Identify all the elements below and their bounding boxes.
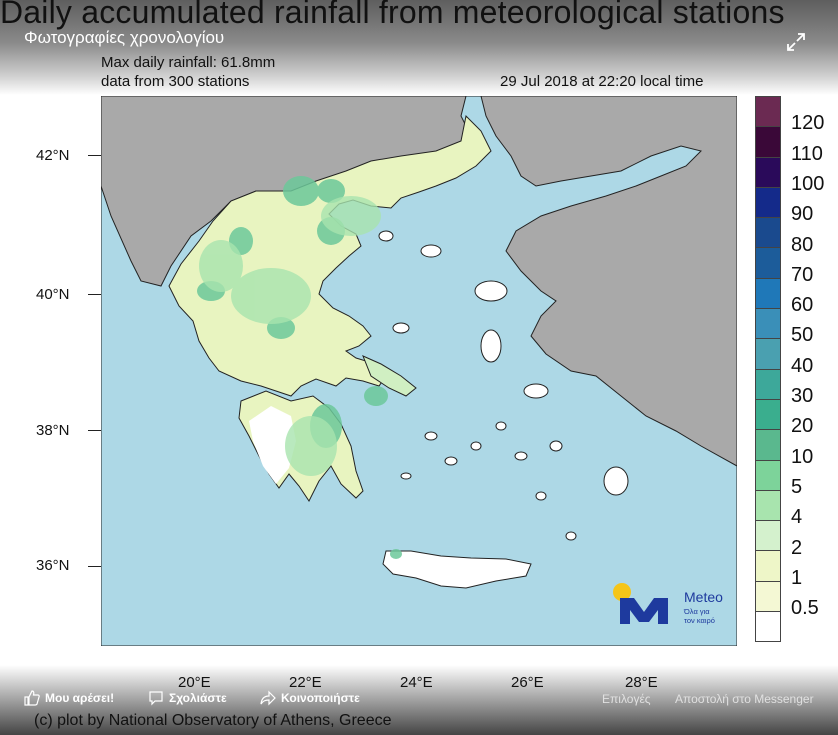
lon-label-20: 20°E (178, 674, 211, 691)
previous-photo-icon[interactable] (22, 355, 46, 391)
colorbar-label: 100 (791, 172, 825, 195)
anatolia-landmass (480, 96, 737, 467)
colorbar-label: 20 (791, 415, 814, 438)
lat-tick (88, 155, 101, 156)
colorbar-swatch (755, 521, 781, 552)
options-link[interactable]: Επιλογές (602, 692, 651, 706)
aegean-islands (378, 230, 629, 541)
colorbar-swatch (755, 339, 781, 370)
colorbar-label: 110 (791, 142, 823, 165)
colorbar-label: 5 (791, 475, 803, 498)
colorbar-swatch (755, 490, 781, 522)
album-title[interactable]: Φωτογραφίες χρονολογίου (24, 28, 225, 47)
colorbar-label: 1 (791, 566, 803, 589)
colorbar-label: 30 (791, 385, 814, 407)
colorbar-swatch (755, 127, 781, 158)
colorbar-label: 40 (791, 354, 814, 377)
bottom-gradient (0, 665, 838, 735)
colorbar-label: 90 (791, 203, 814, 226)
lon-label-22: 22°E (289, 674, 322, 691)
colorbar-swatch (755, 96, 781, 128)
colorbar-label: 10 (791, 445, 814, 468)
colorbar-swatch (755, 248, 781, 279)
logo-tagline-1: Όλα για (683, 607, 710, 616)
colorbar-label: 50 (791, 324, 814, 347)
lat-label-40: 40°N (36, 286, 70, 303)
colorbar-swatch (755, 399, 781, 431)
rainfall-map (101, 96, 737, 646)
top-gradient (0, 0, 838, 95)
share-icon (260, 690, 276, 706)
logo-name: Meteo (684, 589, 723, 605)
send-messenger-link[interactable]: Αποστολή στο Messenger (675, 692, 814, 706)
lat-tick (88, 566, 101, 567)
colorbar-swatch (755, 187, 781, 219)
credit-text: (c) plot by National Observatory of Athe… (34, 712, 392, 729)
colorbar-label: 2 (791, 536, 803, 559)
timestamp-text: 29 Jul 2018 at 22:20 local time (500, 73, 704, 90)
colorbar-swatch (755, 551, 781, 582)
share-label: Κοινοποιήστε (281, 691, 360, 705)
colorbar-swatch (755, 157, 781, 188)
colorbar-swatch (755, 581, 781, 613)
colorbar-label: 60 (791, 294, 814, 317)
rainfall-light (199, 196, 381, 476)
lat-label-36: 36°N (36, 557, 70, 574)
lon-label-28: 28°E (625, 674, 658, 691)
colorbar-swatch (755, 460, 781, 491)
lon-label-24: 24°E (400, 674, 433, 691)
comment-button[interactable]: Σχολιάστε (148, 690, 227, 706)
lat-label-42: 42°N (36, 147, 70, 164)
lat-tick (88, 430, 101, 431)
like-button[interactable]: Μου αρέσει! (24, 690, 114, 706)
like-label: Μου αρέσει! (45, 691, 115, 705)
thumbs-up-icon (24, 690, 40, 706)
stations-count-text: data from 300 stations (101, 73, 250, 90)
expand-icon[interactable] (786, 32, 806, 52)
comment-label: Σχολιάστε (169, 691, 227, 705)
colorbar-swatch (755, 278, 781, 310)
colorbar-swatch (755, 369, 781, 400)
no-rain-area (249, 406, 296, 484)
colorbar-swatch (755, 612, 781, 643)
colorbar-label: 4 (791, 506, 803, 529)
colorbar-swatch (755, 218, 781, 249)
colorbar (755, 96, 781, 643)
colorbar-swatch (755, 309, 781, 340)
lat-label-38: 38°N (36, 422, 70, 439)
colorbar-label: 120 (791, 112, 825, 135)
evia-island (362, 355, 417, 397)
lat-tick (88, 294, 101, 295)
meteo-logo: Meteo Όλα για τον καιρό (613, 583, 723, 625)
colorbar-label: 70 (791, 263, 814, 286)
colorbar-label: 0.5 (791, 597, 819, 620)
next-photo-icon[interactable] (792, 355, 816, 391)
colorbar-swatch (755, 430, 781, 461)
chart-title: Daily accumulated rainfall from meteorol… (0, 0, 785, 30)
logo-tagline-2: τον καιρό (684, 616, 715, 625)
share-button[interactable]: Κοινοποιήστε (260, 690, 360, 706)
comment-icon (149, 691, 163, 706)
crete-island (382, 550, 532, 589)
max-rainfall-text: Max daily rainfall: 61.8mm (101, 54, 276, 71)
colorbar-label: 80 (791, 233, 814, 256)
lon-label-26: 26°E (511, 674, 544, 691)
